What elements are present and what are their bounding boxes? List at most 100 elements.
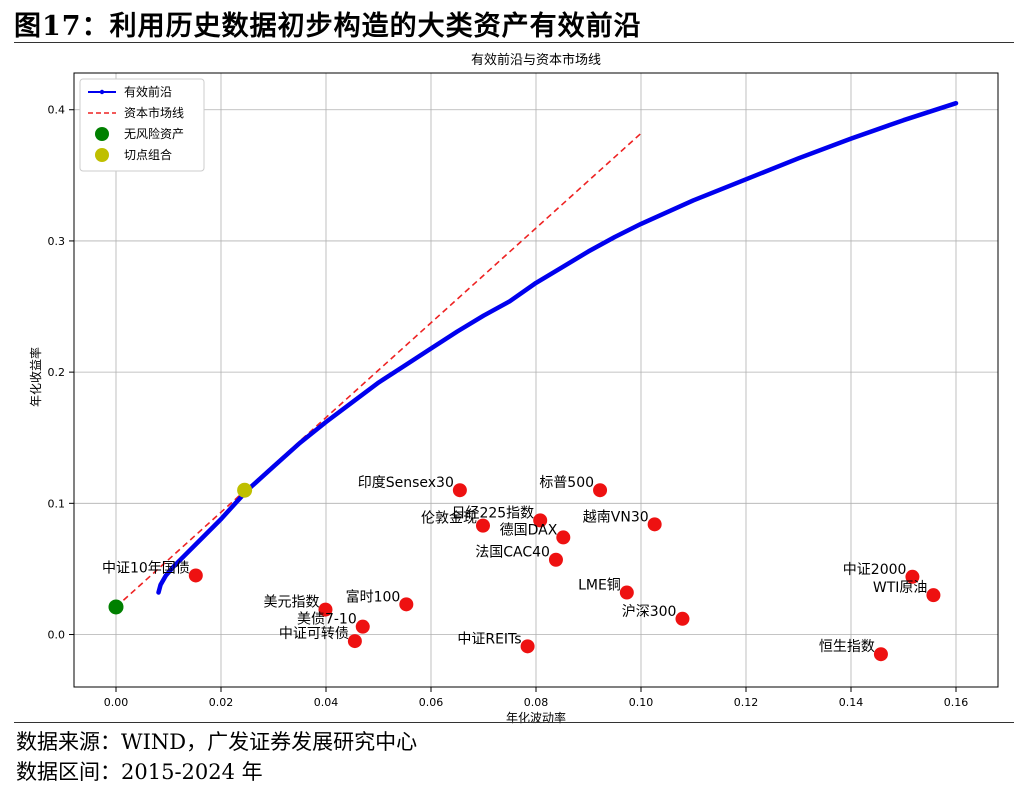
legend-label: 资本市场线: [124, 105, 184, 120]
plot-frame: [73, 72, 999, 688]
asset-point: [475, 518, 490, 533]
asset-label: 中证可转债: [279, 626, 349, 642]
asset-label: WTI原油: [873, 580, 928, 596]
frontier-point: [156, 590, 161, 595]
frontier-point: [534, 281, 538, 285]
frontier-point: [613, 235, 617, 239]
asset-point: [452, 483, 467, 498]
frontier-point: [796, 156, 801, 160]
frontier-point: [901, 118, 906, 122]
frontier-point: [376, 381, 381, 385]
asset-label: 中证2000: [843, 562, 907, 578]
frontier-point: [164, 573, 168, 578]
asset-point: [188, 568, 203, 583]
legend-marker-icon: [99, 89, 105, 95]
x-tick-label: 0.16: [944, 696, 969, 709]
frontier-point: [403, 363, 407, 368]
asset-point: [520, 639, 535, 654]
asset-point: [905, 569, 920, 584]
asset-label: 日经225指数: [451, 505, 534, 521]
asset-point: [548, 552, 563, 567]
frontier-point: [481, 314, 486, 318]
chart-title: 有效前沿与资本市场线: [471, 52, 601, 68]
x-tick-label: 0.06: [419, 696, 444, 709]
efficient-frontier: [156, 100, 959, 595]
legend-dot-icon: [95, 148, 109, 162]
frontier-point: [350, 400, 354, 404]
legend-label: 切点组合: [124, 147, 172, 162]
frontier-point: [508, 299, 512, 303]
chart-grid: [74, 73, 998, 687]
y-axis-label: 年化收益率: [28, 347, 43, 407]
y-tick-label: 0.1: [48, 497, 66, 510]
frontier-point: [691, 198, 696, 202]
legend-label: 有效前沿: [124, 84, 172, 99]
asset-point: [647, 517, 662, 532]
asset-label: 中证10年国债: [102, 560, 190, 576]
asset-point: [619, 585, 634, 600]
frontier-point: [159, 583, 163, 587]
data-source: 数据来源：WIND，广发证券发展研究中心: [16, 730, 418, 754]
asset-label: 越南VN30: [583, 509, 649, 525]
asset-label: 富时100: [346, 588, 401, 605]
frontier-point: [744, 177, 748, 181]
risk-free-point: [108, 599, 124, 615]
frontier-point: [271, 464, 276, 469]
asset-point: [533, 513, 548, 528]
frontier-point: [219, 517, 223, 521]
asset-point: [556, 530, 571, 545]
x-tick-label: 0.04: [314, 696, 339, 709]
x-tick-label: 0.12: [734, 696, 759, 709]
asset-point: [593, 483, 608, 498]
x-tick-label: 0.08: [524, 696, 549, 709]
x-tick-label: 0.10: [629, 696, 654, 709]
asset-label: 伦敦金现: [421, 511, 477, 527]
asset-point: [399, 597, 414, 612]
frontier-point: [954, 101, 958, 105]
x-axis-label: 年化波动率: [506, 710, 566, 725]
asset-point: [675, 611, 690, 626]
frontier-point: [172, 564, 176, 568]
figure-title: 图17：利用历史数据初步构造的大类资产有效前沿: [14, 11, 642, 42]
legend-label: 无风险资产: [124, 126, 184, 141]
asset-point: [347, 634, 362, 649]
x-tick-label: 0.14: [839, 696, 864, 709]
frontier-point: [324, 420, 328, 424]
frontier-point: [560, 265, 564, 269]
y-tick-label: 0.2: [48, 366, 66, 379]
top-rule: [14, 42, 1014, 43]
frontier-point: [298, 441, 302, 445]
asset-label: 法国CAC40: [475, 545, 550, 561]
asset-label: 印度Sensex30: [358, 475, 454, 491]
capital-market-line: [115, 132, 642, 608]
data-period: 数据区间：2015-2024 年: [16, 760, 263, 784]
asset-point: [318, 602, 333, 617]
efficient-frontier-path: [156, 100, 959, 595]
frontier-point: [182, 554, 186, 558]
y-tick-label: 0.4: [48, 104, 66, 117]
asset-label: 德国DAX: [500, 522, 558, 538]
frontier-point: [586, 249, 591, 254]
asset-point: [873, 647, 888, 662]
capital-market-line-path: [115, 132, 642, 608]
asset-label: LME铜: [578, 578, 621, 594]
x-tick-label: 0.00: [104, 696, 129, 709]
frontier-point: [455, 329, 459, 334]
asset-point: [926, 588, 941, 603]
asset-label: 标普500: [539, 475, 594, 491]
asset-label: 中证REITs: [457, 631, 521, 647]
frontier-point: [639, 222, 643, 226]
frontier-point: [198, 538, 202, 542]
asset-point: [355, 619, 370, 634]
y-tick-label: 0.0: [48, 629, 66, 642]
legend-box: [79, 78, 205, 172]
asset-label: 恒生指数: [819, 639, 875, 655]
tangency-point: [237, 482, 253, 498]
y-tick-label: 0.3: [48, 235, 66, 248]
legend-dot-icon: [95, 127, 109, 141]
frontier-point: [849, 136, 853, 141]
chart-axes: 0.00 0.02 0.04 0.06 0.08 0.10 0.12 0.14 0.16 0.0 0…: [48, 72, 999, 709]
